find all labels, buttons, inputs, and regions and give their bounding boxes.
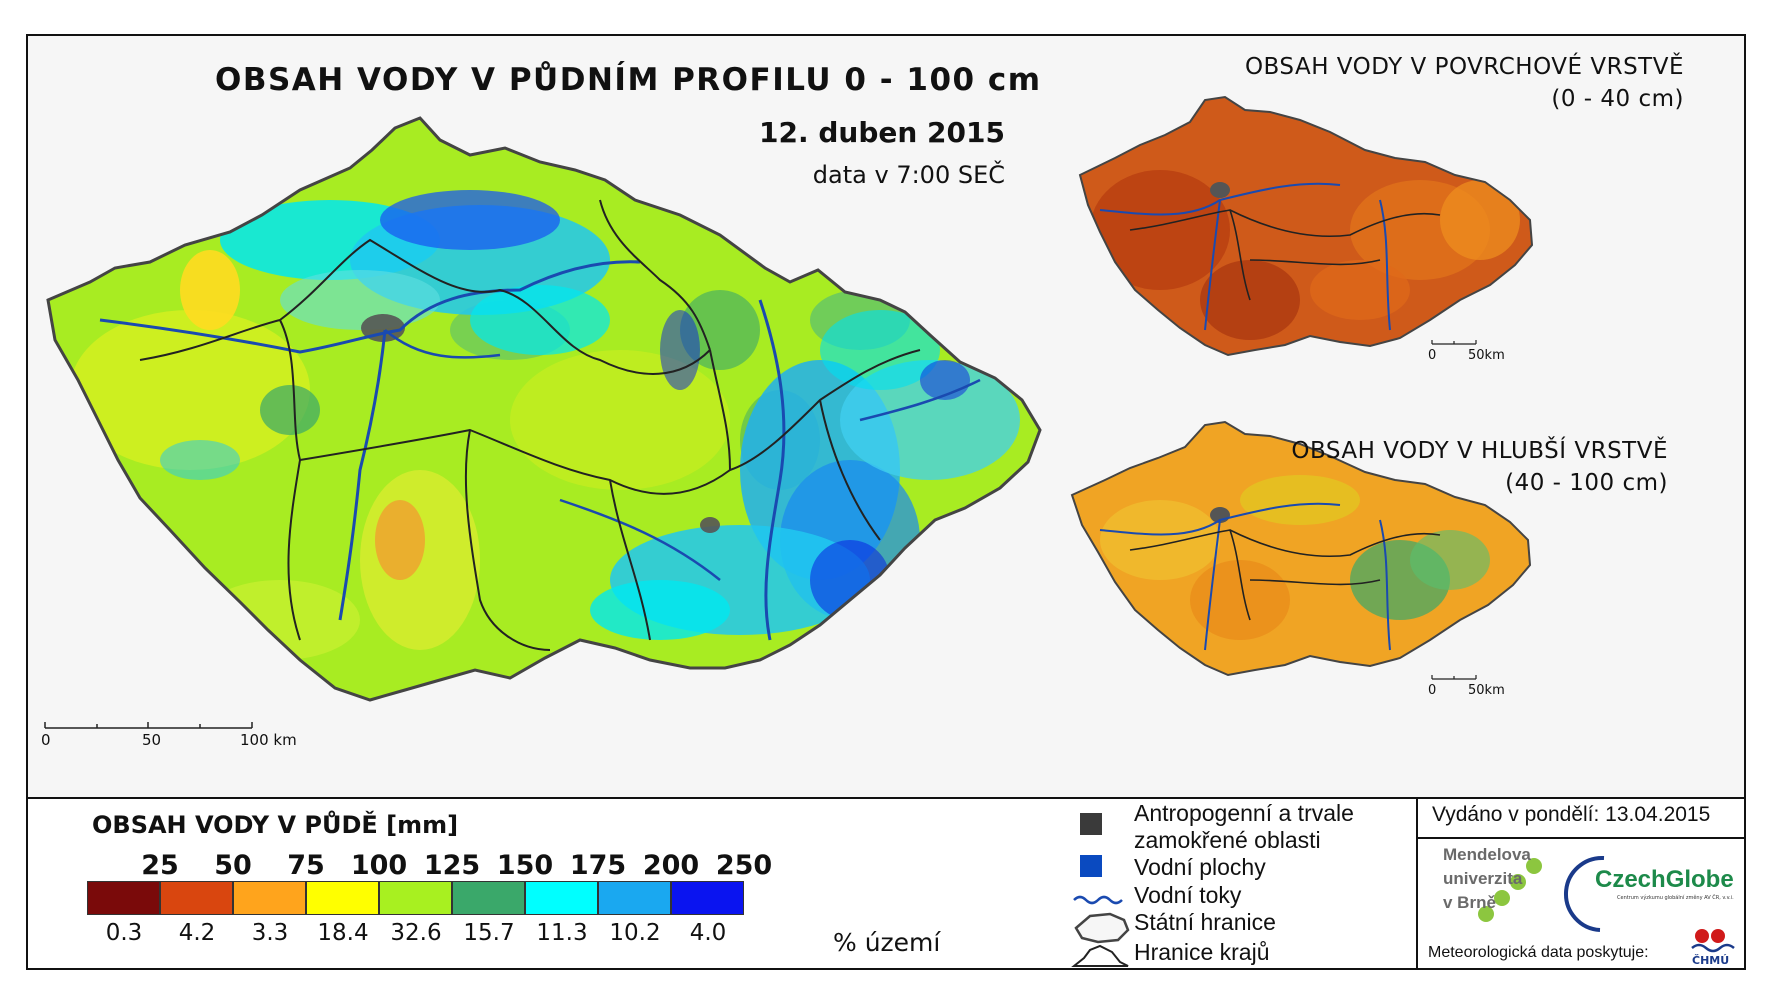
legend-percent-label: 10.2 — [609, 920, 661, 946]
river-line-icon — [1073, 895, 1123, 905]
credits-divider — [1416, 797, 1418, 970]
legend-threshold-label: 125 — [423, 850, 481, 881]
czechglobe-subtitle: Centrum výzkumu globální změny AV ČR, v.… — [1617, 895, 1734, 901]
mendel-university-logo: Mendelova univerzita v Brně — [1443, 843, 1531, 915]
mendel-logo-line: v Brně — [1443, 893, 1496, 912]
legend-percent-label: 3.3 — [251, 920, 289, 946]
main-scale-label: 50 — [142, 731, 162, 749]
legend-anthropogenic-label: Antropogenní a trvale — [1134, 800, 1354, 826]
legend-threshold-label: 25 — [141, 850, 179, 881]
mendel-logo-dots — [1478, 858, 1542, 922]
inset-bottom-scale-label: 50km — [1468, 683, 1505, 698]
main-map-title: OBSAH VODY V PŮDNÍM PROFILU 0 - 100 cm — [215, 62, 1042, 98]
inset-bottom-subtitle: (40 - 100 cm) — [1505, 470, 1668, 496]
mendel-logo-line: univerzita — [1443, 869, 1523, 888]
main-scale-bar — [44, 722, 253, 729]
inset-bottom-title: OBSAH VODY V HLUBŠÍ VRSTVĚ — [1291, 438, 1668, 464]
main-map-date: 12. duben 2015 — [759, 116, 1005, 149]
legend-threshold-label: 75 — [287, 850, 325, 881]
main-map-time-note: data v 7:00 SEČ — [812, 161, 1005, 189]
legend-threshold-label: 250 — [715, 850, 773, 881]
legend-swatch — [87, 881, 160, 915]
chmu-logo-icon — [1691, 929, 1735, 953]
legend-anthropogenic-label-2: zamokřené oblasti — [1134, 827, 1321, 853]
state-border-icon — [1074, 912, 1130, 944]
legend-threshold-label: 175 — [569, 850, 627, 881]
legend-percent-label: 0.3 — [105, 920, 143, 946]
legend-percent-label: 15.7 — [463, 920, 515, 946]
legend-percent-label: 32.6 — [390, 920, 442, 946]
inset-top-title: OBSAH VODY V POVRCHOVÉ VRSTVĚ — [1244, 54, 1684, 80]
legend-region-border-label: Hranice krajů — [1134, 939, 1270, 965]
region-border-icon — [1071, 944, 1129, 967]
legend-state-border-label: Státní hranice — [1134, 909, 1276, 935]
blue-square-icon — [1080, 855, 1102, 877]
legend-water-bodies-label: Vodní plochy — [1134, 854, 1266, 880]
meteo-data-credit: Meteorologická data poskytuje: — [1428, 944, 1649, 961]
legend-percent-label: 4.2 — [178, 920, 216, 946]
legend-threshold-label: 200 — [642, 850, 700, 881]
mendel-logo-line: Mendelova — [1443, 845, 1531, 864]
legend-title: OBSAH VODY V PŮDĚ [mm] — [92, 811, 459, 839]
legend-unit: % území — [833, 928, 941, 957]
inset-top-scale-label: 50km — [1468, 348, 1505, 363]
inset-surface-layer-map — [1079, 96, 1533, 356]
main-scale-label: 0 — [41, 731, 51, 749]
inset-top-subtitle: (0 - 40 cm) — [1551, 86, 1684, 112]
legend-swatch — [671, 881, 744, 915]
legend-percent-label: 11.3 — [536, 920, 588, 946]
legend-swatch — [160, 881, 233, 915]
czechglobe-arc-icon — [1563, 855, 1605, 932]
legend-rivers-label: Vodní toky — [1134, 882, 1242, 908]
legend-threshold-label: 50 — [214, 850, 252, 881]
legend-percent-label: 18.4 — [317, 920, 369, 946]
legend-swatch — [233, 881, 306, 915]
legend-swatch — [452, 881, 525, 915]
credits-divider-h — [1416, 837, 1746, 839]
legend-swatch — [306, 881, 379, 915]
issued-date: Vydáno v pondělí: 13.04.2015 — [1432, 803, 1711, 826]
legend-swatch — [598, 881, 671, 915]
czechglobe-logo: CzechGlobe — [1595, 866, 1734, 893]
legend-swatch — [379, 881, 452, 915]
main-soil-moisture-map — [46, 116, 1042, 702]
legend-percent-label: 4.0 — [689, 920, 727, 946]
legend-threshold-label: 100 — [350, 850, 408, 881]
inset-bottom-scale-label: 0 — [1428, 683, 1437, 698]
legend-swatch — [525, 881, 598, 915]
legend-threshold-label: 150 — [496, 850, 554, 881]
panel-divider — [26, 797, 1746, 799]
main-scale-label: 100 km — [240, 731, 297, 749]
gray-square-icon — [1080, 813, 1102, 835]
chmu-logo-text: ČHMÚ — [1692, 954, 1730, 967]
inset-top-scale-label: 0 — [1428, 348, 1437, 363]
